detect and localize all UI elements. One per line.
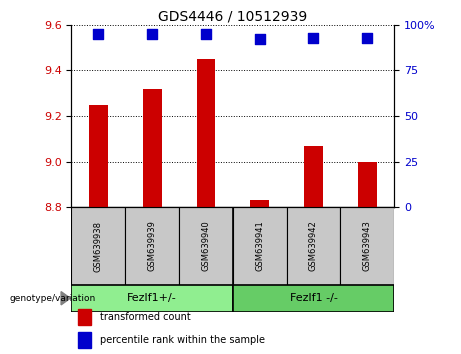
Point [202,31,210,37]
Bar [358,161,377,207]
Bar [250,200,269,207]
Title: GDS4446 / 10512939: GDS4446 / 10512939 [158,10,307,24]
Bar [78,332,91,348]
Polygon shape [61,292,70,305]
Text: GSM639939: GSM639939 [148,221,157,272]
Bar [196,59,215,207]
Text: GSM639942: GSM639942 [309,221,318,272]
Bar [71,207,125,285]
Text: Fezlf1 -/-: Fezlf1 -/- [290,293,337,303]
Bar [143,88,161,207]
Text: transformed count: transformed count [100,312,191,322]
Text: Fezlf1+/-: Fezlf1+/- [127,293,177,303]
Bar [340,207,394,285]
Point [310,35,317,40]
Bar [287,207,340,285]
Text: percentile rank within the sample: percentile rank within the sample [100,335,266,346]
Bar [71,285,233,312]
Bar [233,207,287,285]
Text: genotype/variation: genotype/variation [9,294,95,303]
Bar [125,207,179,285]
Point [256,36,263,42]
Point [364,35,371,40]
Text: GSM639938: GSM639938 [94,221,103,272]
Text: GSM639943: GSM639943 [363,221,372,272]
Bar [233,285,394,312]
Bar [304,145,323,207]
Bar [179,207,233,285]
Bar [89,104,108,207]
Point [95,31,102,37]
Point [148,31,156,37]
Text: GSM639940: GSM639940 [201,221,210,272]
Bar [78,309,91,325]
Text: GSM639941: GSM639941 [255,221,264,272]
